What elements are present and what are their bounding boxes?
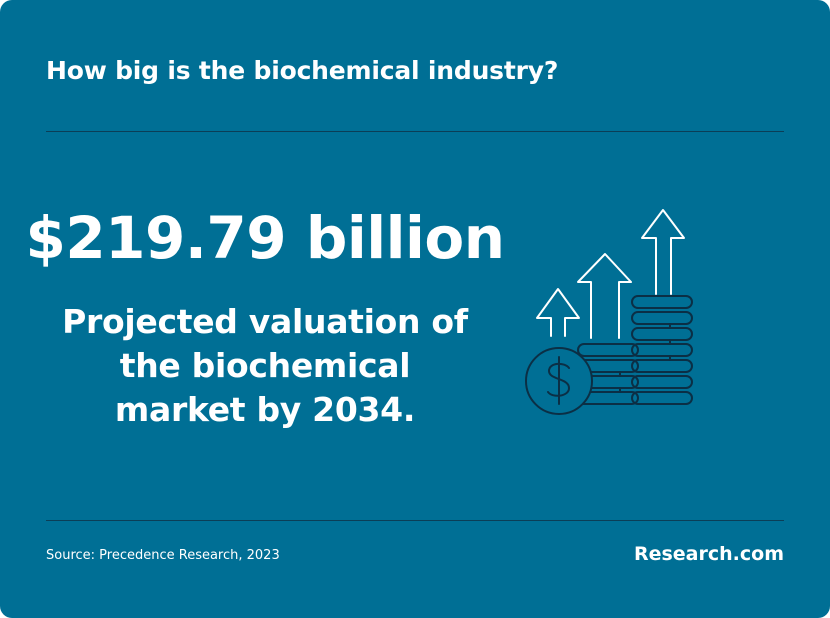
money-growth-illustration xyxy=(525,209,693,415)
headline-description: Projected valuation of the biochemical m… xyxy=(0,300,530,432)
description-line: Projected valuation of xyxy=(62,302,468,341)
growth-arrow-icon xyxy=(536,209,685,339)
description-line: market by 2034. xyxy=(114,390,416,429)
top-divider xyxy=(46,131,784,132)
description-line: the biochemical xyxy=(119,346,411,385)
brand-logo: Research.com xyxy=(633,543,784,565)
dollar-coin-icon xyxy=(525,347,593,415)
bottom-divider xyxy=(46,520,784,521)
card-title: How big is the biochemical industry? xyxy=(46,56,559,85)
source-citation: Source: Precedence Research, 2023 xyxy=(46,548,280,563)
headline-value: $219.79 billion xyxy=(25,204,505,272)
coin-stack-icon xyxy=(577,295,693,405)
